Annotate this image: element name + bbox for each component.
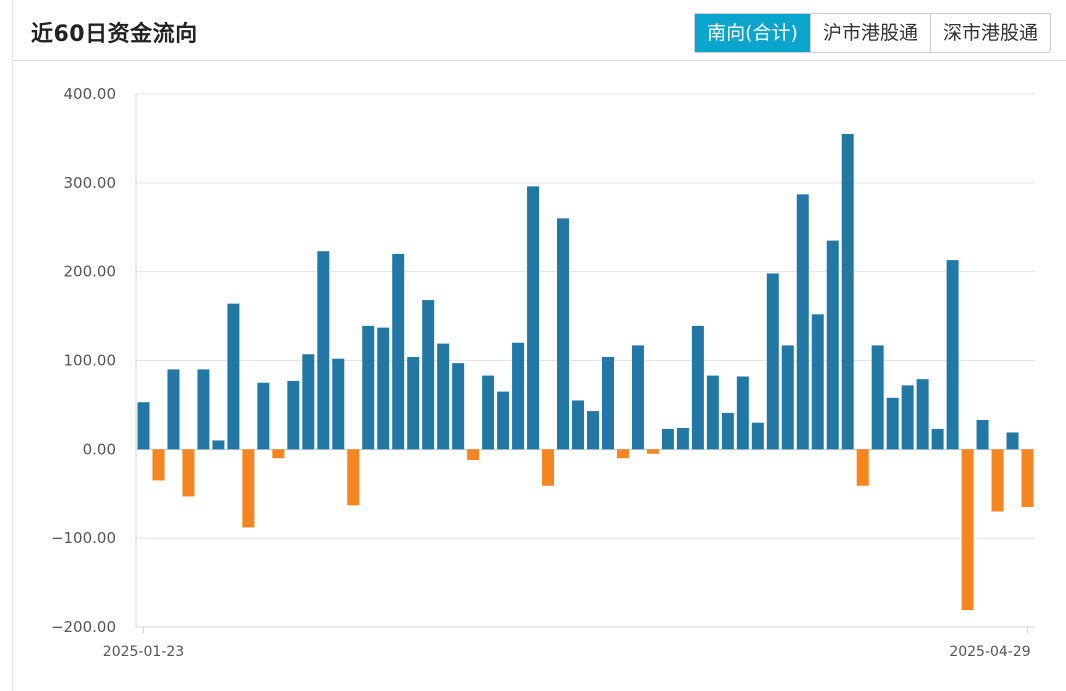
y-tick-label: 0.00 [83, 440, 116, 458]
bar[interactable] [212, 440, 225, 450]
bar[interactable] [407, 356, 420, 450]
bar[interactable] [512, 342, 525, 450]
bar[interactable] [1006, 432, 1019, 450]
y-axis-labels: 400.00 300.00 200.00 100.00 0.00 −100.00 −200.… [51, 85, 116, 636]
fund-flow-panel: 近60日资金流向 南向(合计) 沪市港股通 深市港股通 [12, 0, 1066, 691]
page-title: 近60日资金流向 [31, 22, 198, 47]
bar[interactable] [377, 327, 390, 450]
bar[interactable] [631, 345, 644, 450]
bar[interactable] [242, 449, 255, 528]
x-start-label: 2025-01-23 [103, 644, 184, 660]
y-tick-label: 100.00 [64, 352, 117, 370]
bar[interactable] [497, 391, 510, 450]
bar[interactable] [991, 449, 1004, 512]
tab-shanghai-connect[interactable]: 沪市港股通 [809, 14, 930, 52]
bar[interactable] [257, 382, 270, 450]
bar[interactable] [332, 358, 345, 450]
y-tick-label: 200.00 [64, 263, 117, 281]
bar[interactable] [856, 449, 869, 486]
bar[interactable] [542, 449, 555, 486]
tab-southbound-total[interactable]: 南向(合计) [695, 14, 810, 52]
bar[interactable] [736, 376, 749, 450]
chart-grid [136, 93, 1035, 628]
bar[interactable] [302, 354, 315, 450]
bar[interactable] [841, 133, 854, 450]
bar[interactable] [437, 343, 450, 450]
bar[interactable] [961, 449, 974, 611]
bar[interactable] [661, 428, 674, 450]
y-tick-label: 400.00 [64, 85, 117, 103]
bar[interactable] [976, 420, 989, 450]
bar[interactable] [946, 260, 959, 450]
chart-bars [137, 133, 1034, 611]
bar[interactable] [811, 314, 824, 450]
y-tick-label: −200.00 [51, 618, 116, 636]
bar[interactable] [751, 422, 764, 450]
bar[interactable] [527, 186, 540, 450]
bar[interactable] [287, 380, 300, 450]
bar[interactable] [317, 251, 330, 450]
bar[interactable] [347, 449, 360, 506]
bar[interactable] [422, 300, 435, 450]
x-end-label: 2025-04-29 [949, 644, 1030, 660]
bar[interactable] [572, 400, 584, 450]
bar[interactable] [467, 449, 480, 460]
bar[interactable] [766, 273, 779, 450]
bar[interactable] [557, 218, 570, 450]
bar[interactable] [227, 303, 240, 450]
bar[interactable] [137, 402, 150, 450]
bar[interactable] [167, 369, 180, 450]
bar[interactable] [796, 194, 809, 450]
bar[interactable] [482, 375, 495, 450]
bar[interactable] [182, 449, 195, 497]
chart-axes [135, 94, 1035, 633]
bar[interactable] [646, 449, 659, 454]
y-tick-label: −100.00 [51, 529, 116, 547]
bar[interactable] [886, 397, 899, 450]
tab-shenzhen-connect[interactable]: 深市港股通 [929, 14, 1050, 52]
bar[interactable] [721, 412, 734, 450]
bar[interactable] [1021, 449, 1034, 508]
bar[interactable] [152, 449, 165, 481]
bar[interactable] [826, 240, 839, 450]
bar[interactable] [452, 363, 465, 450]
bar[interactable] [616, 449, 629, 459]
bar[interactable] [916, 379, 929, 450]
bar[interactable] [781, 345, 794, 450]
bar[interactable] [362, 325, 375, 450]
bar[interactable] [931, 428, 944, 450]
bar[interactable] [676, 428, 689, 450]
y-tick-label: 300.00 [64, 174, 117, 192]
bar[interactable] [706, 375, 719, 450]
bar[interactable] [587, 411, 599, 450]
panel-header: 近60日资金流向 南向(合计) 沪市港股通 深市港股通 [13, 0, 1066, 61]
bar[interactable] [601, 356, 614, 450]
bar[interactable] [691, 325, 704, 450]
bar[interactable] [197, 369, 210, 450]
bar[interactable] [871, 345, 884, 450]
bar[interactable] [901, 385, 914, 450]
market-tabs: 南向(合计) 沪市港股通 深市港股通 [694, 13, 1051, 53]
bar[interactable] [392, 253, 405, 450]
bar[interactable] [272, 449, 285, 459]
